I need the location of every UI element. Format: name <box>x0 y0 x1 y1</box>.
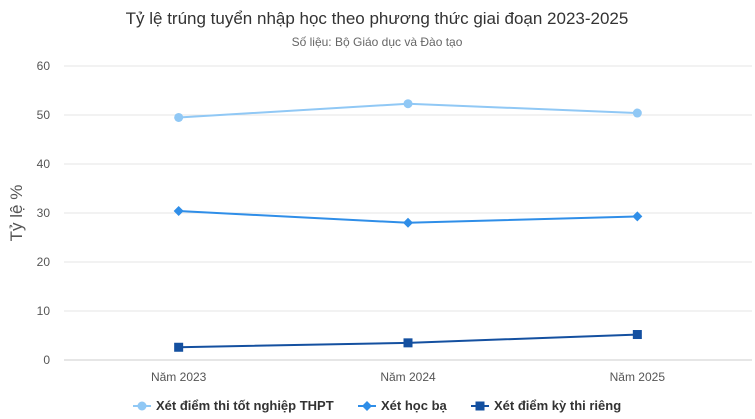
x-axis-ticks: Năm 2023 Năm 2024 Năm 2025 <box>151 370 665 384</box>
y-tick-label: 10 <box>37 304 51 318</box>
series-1 <box>174 99 642 122</box>
y-axis-ticks: 0 10 20 30 40 50 60 <box>37 59 51 367</box>
data-point <box>632 211 643 222</box>
y-tick-label: 30 <box>37 206 51 220</box>
legend-label: Xét điểm thi tốt nghiệp THPT <box>156 398 334 413</box>
legend-marker <box>475 401 485 411</box>
data-point <box>174 112 184 122</box>
y-tick-label: 20 <box>37 255 51 269</box>
chart-subtitle: Số liệu: Bộ Giáo dục và Đào tạo <box>292 35 463 49</box>
chart-title: Tỷ lệ trúng tuyển nhập học theo phương t… <box>126 9 629 28</box>
series-group <box>173 99 643 352</box>
legend-marker <box>362 401 372 411</box>
x-tick-label: Năm 2025 <box>610 370 666 384</box>
x-tick-label: Năm 2024 <box>380 370 436 384</box>
y-tick-label: 0 <box>43 353 50 367</box>
data-point <box>403 99 413 109</box>
legend: Xét điểm thi tốt nghiệp THPT Xét học bạ Xé… <box>133 398 621 413</box>
data-point <box>632 108 642 118</box>
legend-item[interactable]: Xét học bạ <box>358 398 448 413</box>
data-point <box>173 206 184 217</box>
legend-label: Xét học bạ <box>381 398 448 413</box>
data-point <box>174 342 184 352</box>
data-point <box>403 338 413 348</box>
y-tick-label: 40 <box>37 157 51 171</box>
grid <box>64 65 752 361</box>
legend-marker <box>137 401 147 411</box>
legend-label: Xét điểm kỳ thi riêng <box>494 398 621 413</box>
data-point <box>632 330 642 340</box>
data-point <box>403 217 413 228</box>
y-tick-label: 60 <box>37 59 51 73</box>
series-3 <box>174 330 642 352</box>
legend-item[interactable]: Xét điểm kỳ thi riêng <box>471 398 621 413</box>
y-axis-label: Tỷ lệ % <box>7 185 26 242</box>
series-2 <box>173 206 643 228</box>
y-tick-label: 50 <box>37 108 51 122</box>
legend-item[interactable]: Xét điểm thi tốt nghiệp THPT <box>133 398 334 413</box>
x-tick-label: Năm 2023 <box>151 370 207 384</box>
